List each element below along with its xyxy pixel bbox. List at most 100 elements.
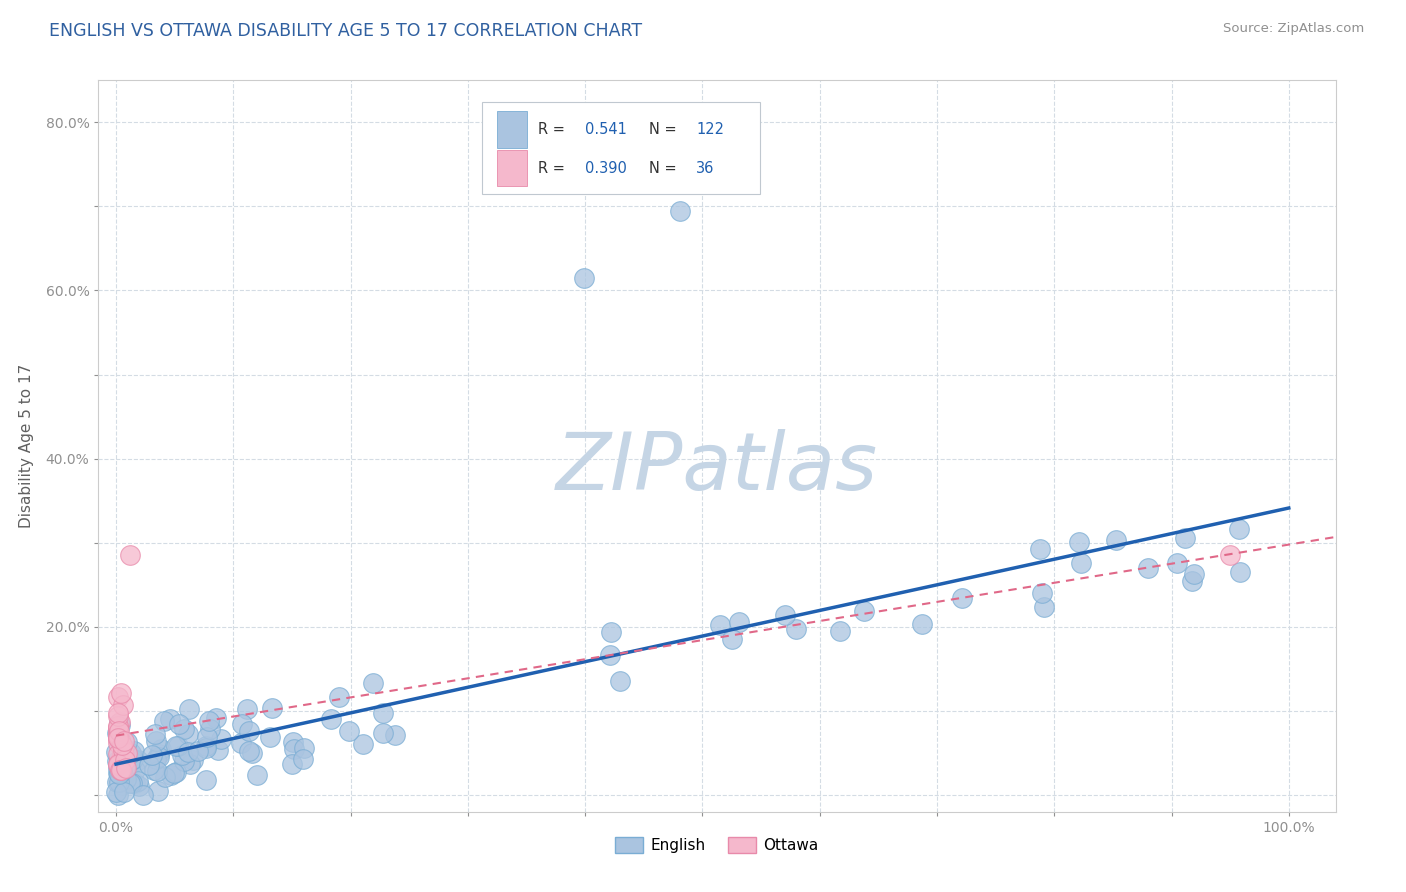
Point [709,618,731,632]
FancyBboxPatch shape [496,150,526,186]
Point [108,761,131,775]
Point [112,772,135,787]
Y-axis label: Disability Age 5 to 17: Disability Age 5 to 17 [20,364,34,528]
Point [112,734,135,748]
Point [111,764,134,779]
Point [107,727,129,741]
Point [107,731,129,746]
Point [105,754,128,768]
Point [114,761,136,775]
Point [177,727,200,741]
Point [153,770,176,784]
Point [292,741,315,756]
Point [145,734,167,748]
Point [207,743,229,757]
Point [238,743,260,757]
Point [127,774,149,789]
Point [132,788,155,802]
Point [773,608,796,623]
Point [105,785,128,799]
Point [599,648,621,663]
Point [107,724,129,739]
Point [107,731,129,745]
Point [115,772,138,786]
Point [146,784,169,798]
Point [107,706,129,720]
Point [1229,565,1251,579]
Point [728,615,751,629]
FancyBboxPatch shape [482,103,761,194]
Point [146,764,169,778]
Point [337,723,360,738]
Point [246,768,269,782]
Point [148,750,170,764]
Point [111,698,134,712]
Point [107,690,129,704]
Point [319,712,342,726]
Point [1181,574,1204,589]
Point [262,700,284,714]
Point [195,730,218,744]
Point [148,747,170,761]
Point [107,720,129,734]
Point [108,723,131,738]
Point [110,733,132,747]
Point [110,763,132,777]
Point [145,752,167,766]
Point [173,754,195,768]
Point [138,758,160,772]
Point [118,775,141,789]
Point [240,746,263,760]
Point [107,732,129,747]
Point [107,719,129,733]
Point [107,747,129,762]
Point [785,622,807,636]
Point [1136,561,1159,575]
Point [107,730,129,744]
Text: R =: R = [537,122,569,136]
Point [950,591,973,606]
Point [110,718,132,732]
Point [120,755,142,769]
Point [177,745,200,759]
Point [236,702,259,716]
Point [105,725,128,739]
Point [609,674,631,689]
FancyBboxPatch shape [496,111,526,147]
Point [165,739,187,753]
Point [122,744,145,758]
Point [167,716,190,731]
Point [1033,600,1056,615]
Point [1031,586,1053,600]
Text: 36: 36 [696,161,714,176]
Point [574,270,596,285]
Point [1227,522,1250,536]
Point [115,746,138,760]
Point [911,616,934,631]
Point [1029,541,1052,556]
Point [600,624,623,639]
Point [107,758,129,772]
Text: 0.541: 0.541 [585,122,627,136]
Text: N =: N = [650,161,682,176]
Point [141,747,163,762]
Point [852,604,875,618]
Point [107,765,129,780]
Point [121,776,143,790]
Point [209,731,232,746]
Point [1184,566,1206,581]
Text: R =: R = [537,161,569,176]
Point [120,753,142,767]
Point [179,756,201,771]
Point [170,748,193,763]
Point [1070,557,1092,571]
Point [111,756,134,771]
Point [110,763,132,777]
Point [110,747,132,761]
Point [1219,549,1241,563]
Point [107,736,129,750]
Point [195,740,218,755]
Point [115,735,138,749]
Point [195,739,218,754]
Text: ZIPatlas: ZIPatlas [555,429,879,507]
